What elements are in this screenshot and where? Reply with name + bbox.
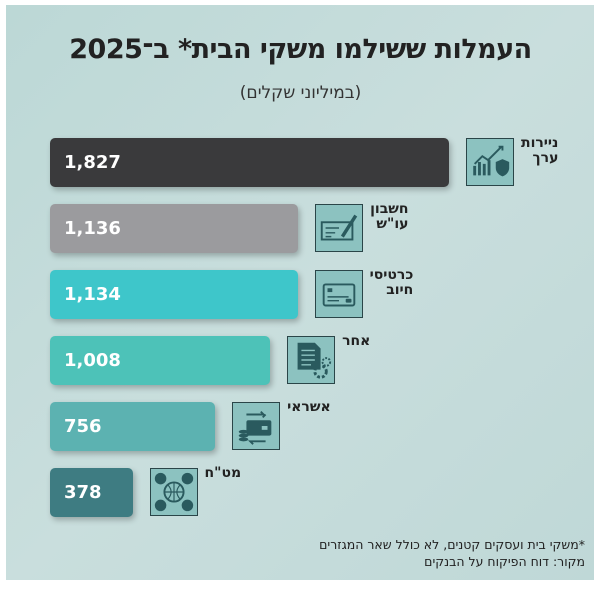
- bar-value-label: 1,827: [64, 152, 121, 173]
- bar-value-label: 1,008: [64, 350, 121, 371]
- bar: 1,827: [50, 138, 449, 187]
- credit-card-icon: [314, 270, 363, 318]
- chart-subtitle: (במיליוני שקלים): [239, 83, 362, 103]
- category-label: אחר: [342, 333, 371, 349]
- bar-value-label: 1,136: [64, 218, 121, 239]
- footnote: *משקי בית ועסקים קטנים, לא כולל שאר המגז…: [319, 537, 585, 552]
- chart-shield-icon: [466, 138, 514, 186]
- bar-value-label: 1,134: [64, 284, 121, 305]
- check-pen-icon: [315, 204, 364, 252]
- notes: *משקי בית ועסקים קטנים, לא כולל שאר המגז…: [319, 536, 585, 570]
- bar-value-label: 378: [64, 482, 102, 503]
- category-label: מט"ח: [204, 465, 242, 481]
- bar: 1,134: [50, 270, 298, 319]
- category-label: אשראי: [287, 399, 331, 415]
- bar: 756: [50, 402, 216, 451]
- source: מקור: דוח הפיקוח על הבנקים: [424, 554, 585, 569]
- category-label: ניירות ערך: [521, 135, 559, 166]
- bar: 1,136: [50, 204, 299, 253]
- card-exchange-icon: [232, 402, 281, 450]
- category-label: כרטיסי חיוב: [369, 267, 414, 298]
- bar: 378: [50, 468, 133, 517]
- bar-value-label: 756: [64, 416, 102, 437]
- document-gear-icon: [287, 336, 336, 384]
- category-label: חשבון עו"ש: [370, 201, 409, 232]
- currency-globe-icon: [149, 468, 198, 516]
- chart-title: העמלות ששילמו משקי הבית* ב־2025: [69, 34, 532, 65]
- bar: 1,008: [50, 336, 271, 385]
